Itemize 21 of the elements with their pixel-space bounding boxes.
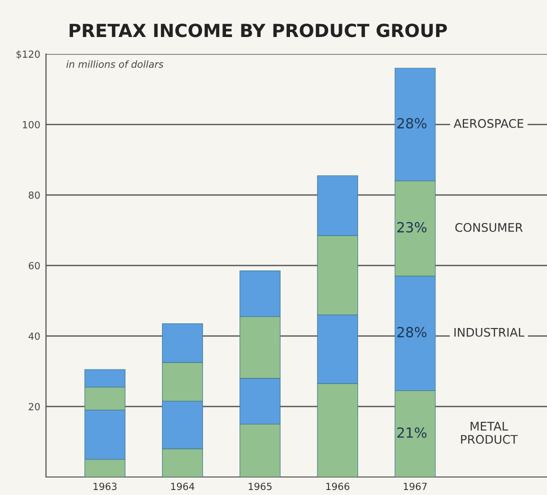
x-tick-label: 1967: [404, 482, 427, 490]
x-tick-label: 1963: [94, 482, 117, 490]
y-tick-label: 80: [28, 191, 40, 199]
chart-title: PRETAX INCOME BY PRODUCT GROUP: [70, 24, 447, 38]
series-label: CONSUMER: [455, 222, 523, 232]
y-tick-label: 100: [22, 120, 40, 128]
series-label: INDUSTRIAL: [454, 328, 524, 337]
series-label: AEROSPACE: [454, 118, 524, 128]
annotation: 23%: [397, 222, 426, 233]
text: in millions of dollars: [66, 60, 164, 68]
annotation: 21%: [397, 427, 426, 438]
y-tick-label: 40: [28, 332, 40, 340]
y-tick-label: $120: [16, 50, 40, 60]
x-tick-label: 1965: [248, 482, 272, 490]
annotation: 28%: [397, 118, 426, 129]
x-tick-label: 1966: [326, 482, 350, 490]
y-tick-label: 20: [28, 402, 40, 410]
text: METAL PRODUCT: [461, 422, 518, 444]
annotation: 28%: [397, 326, 426, 338]
x-tick-label: 1964: [171, 482, 194, 490]
y-tick-label: 60: [28, 262, 40, 270]
